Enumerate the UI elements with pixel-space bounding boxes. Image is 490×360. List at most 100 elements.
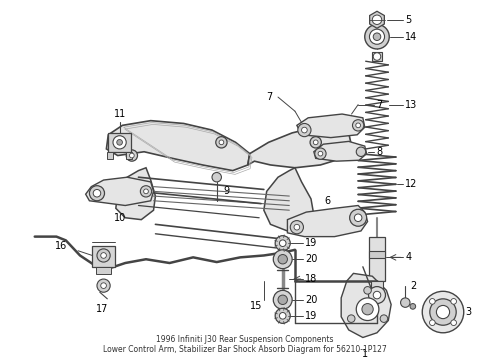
Text: 6: 6 [324, 196, 330, 206]
Circle shape [90, 186, 104, 201]
Circle shape [362, 303, 373, 315]
Text: 13: 13 [405, 100, 417, 109]
Circle shape [279, 312, 286, 319]
Circle shape [126, 150, 138, 161]
Circle shape [437, 305, 450, 319]
Circle shape [430, 298, 435, 304]
Circle shape [350, 209, 367, 226]
Polygon shape [314, 141, 367, 161]
Circle shape [310, 137, 321, 148]
Circle shape [97, 249, 110, 262]
Bar [371, 281, 383, 292]
Circle shape [430, 320, 435, 325]
Text: 1996 Infiniti J30 Rear Suspension Components
Lower Control Arm, Stabilizer Bar S: 1996 Infiniti J30 Rear Suspension Compon… [103, 335, 387, 354]
Circle shape [113, 136, 126, 149]
Circle shape [369, 29, 385, 44]
Polygon shape [341, 273, 391, 337]
Polygon shape [275, 291, 290, 308]
Polygon shape [369, 11, 384, 28]
Circle shape [422, 291, 464, 333]
Circle shape [451, 298, 457, 304]
Bar [107, 152, 113, 159]
Circle shape [356, 147, 366, 157]
Circle shape [212, 172, 221, 182]
Text: 8: 8 [376, 147, 382, 157]
Bar [126, 152, 132, 159]
Circle shape [373, 291, 381, 299]
Text: 18: 18 [305, 274, 318, 284]
Circle shape [410, 303, 416, 309]
Circle shape [352, 120, 364, 131]
Circle shape [400, 298, 410, 307]
Circle shape [294, 224, 300, 230]
Circle shape [101, 283, 106, 288]
Circle shape [372, 15, 382, 24]
Circle shape [101, 253, 106, 258]
Text: 9: 9 [223, 186, 229, 196]
Circle shape [140, 186, 152, 197]
Circle shape [315, 148, 326, 159]
Circle shape [373, 33, 381, 40]
Text: 14: 14 [405, 32, 417, 42]
Circle shape [314, 140, 318, 145]
Circle shape [318, 151, 323, 156]
Circle shape [278, 295, 288, 305]
Polygon shape [86, 177, 153, 206]
Circle shape [129, 153, 134, 158]
Circle shape [275, 236, 290, 251]
Circle shape [364, 287, 371, 294]
Text: 16: 16 [55, 241, 67, 251]
Circle shape [97, 279, 110, 292]
Circle shape [373, 53, 381, 60]
Circle shape [117, 139, 122, 145]
Circle shape [451, 320, 457, 325]
Circle shape [278, 255, 288, 264]
Circle shape [216, 137, 227, 148]
Polygon shape [248, 125, 351, 168]
Circle shape [144, 189, 148, 194]
Text: 2: 2 [410, 281, 416, 291]
Circle shape [298, 123, 311, 137]
Text: 7: 7 [376, 100, 382, 109]
Circle shape [356, 298, 379, 320]
Circle shape [290, 221, 303, 234]
Circle shape [93, 189, 101, 197]
Circle shape [273, 250, 292, 269]
Text: 4: 4 [405, 252, 412, 262]
Bar [368, 251, 386, 258]
Text: 17: 17 [96, 304, 108, 314]
Text: 15: 15 [250, 301, 263, 311]
Circle shape [380, 315, 388, 323]
Bar [92, 246, 115, 267]
Polygon shape [106, 121, 250, 171]
Polygon shape [288, 206, 368, 237]
Circle shape [347, 315, 355, 323]
Text: 1: 1 [362, 350, 368, 360]
Text: 5: 5 [405, 15, 412, 25]
Polygon shape [264, 168, 314, 231]
Bar [369, 237, 385, 281]
Text: 3: 3 [466, 307, 472, 317]
Bar [372, 52, 382, 61]
Text: 11: 11 [114, 109, 126, 119]
Polygon shape [116, 168, 155, 220]
Polygon shape [297, 114, 365, 138]
Circle shape [219, 140, 224, 145]
Polygon shape [275, 251, 290, 268]
Text: 20: 20 [305, 254, 318, 264]
Circle shape [273, 291, 292, 309]
Circle shape [275, 308, 290, 323]
Text: 19: 19 [305, 238, 318, 248]
Text: 10: 10 [114, 213, 126, 223]
Circle shape [356, 123, 361, 128]
Text: 12: 12 [405, 179, 417, 189]
Text: 19: 19 [305, 311, 318, 321]
Circle shape [279, 240, 286, 247]
Circle shape [354, 214, 362, 221]
Circle shape [430, 299, 456, 325]
Text: 7: 7 [267, 92, 273, 102]
Circle shape [365, 24, 389, 49]
Bar [96, 267, 111, 274]
Circle shape [301, 127, 307, 133]
Text: 20: 20 [305, 295, 318, 305]
